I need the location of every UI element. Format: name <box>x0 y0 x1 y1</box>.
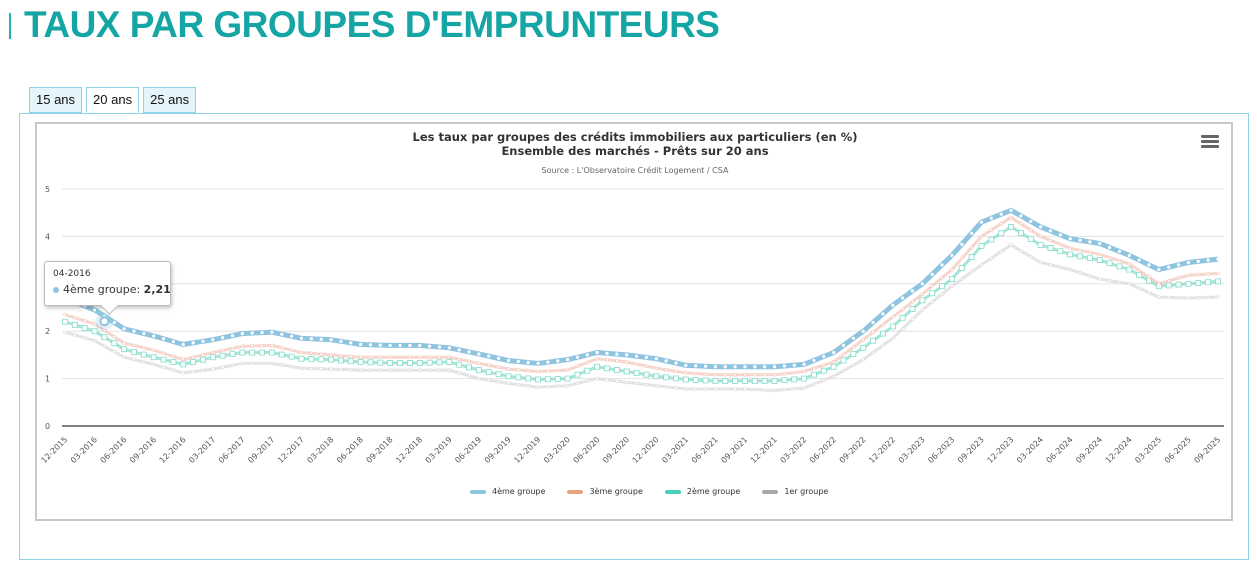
svg-text:5: 5 <box>45 185 50 194</box>
tooltip-series: 4ème groupe <box>63 283 137 296</box>
svg-text:03-2016: 03-2016 <box>69 435 99 465</box>
svg-text:09-2023: 09-2023 <box>956 435 986 465</box>
tab-20-ans[interactable]: 20 ans <box>86 87 140 113</box>
chart-subtitle: Ensemble des marchés - Prêts sur 20 ans <box>501 144 769 158</box>
series-dot-icon <box>53 287 59 293</box>
svg-text:03-2024: 03-2024 <box>1015 435 1045 465</box>
svg-text:09-2019: 09-2019 <box>483 435 513 465</box>
duration-tabs: 15 ans 20 ans 25 ans <box>29 87 197 113</box>
svg-text:03-2023: 03-2023 <box>897 435 927 465</box>
svg-text:4: 4 <box>45 232 50 241</box>
legend-swatch-icon <box>762 489 779 494</box>
chart-title: Les taux par groupes des crédits immobil… <box>0 130 1257 158</box>
svg-text:06-2021: 06-2021 <box>690 435 720 465</box>
svg-text:12-2020: 12-2020 <box>631 435 661 465</box>
svg-text:12-2021: 12-2021 <box>749 435 779 465</box>
legend-swatch-icon <box>567 489 584 494</box>
svg-text:03-2018: 03-2018 <box>305 435 335 465</box>
svg-text:12-2022: 12-2022 <box>867 435 897 465</box>
svg-text:09-2020: 09-2020 <box>601 435 631 465</box>
hamburger-menu-icon <box>1201 135 1219 138</box>
tooltip-value: 2,21 <box>143 283 171 296</box>
svg-text:09-2017: 09-2017 <box>246 435 276 465</box>
chart-title-line1: Les taux par groupes des crédits immobil… <box>412 130 858 144</box>
svg-text:12-2017: 12-2017 <box>276 435 306 465</box>
chart-legend: 4ème groupe 3ème groupe 2ème groupe 1er … <box>470 487 828 496</box>
svg-text:12-2023: 12-2023 <box>985 435 1015 465</box>
svg-text:06-2020: 06-2020 <box>572 435 602 465</box>
svg-text:09-2021: 09-2021 <box>719 435 749 465</box>
svg-text:03-2021: 03-2021 <box>660 435 690 465</box>
chart-tooltip: 04-2016 4ème groupe: 2,21 <box>44 261 171 306</box>
svg-text:03-2019: 03-2019 <box>424 435 454 465</box>
legend-item-2eme[interactable]: 2ème groupe <box>664 487 740 496</box>
tooltip-date: 04-2016 <box>53 269 91 279</box>
svg-text:09-2018: 09-2018 <box>365 435 395 465</box>
svg-text:03-2022: 03-2022 <box>779 435 809 465</box>
svg-text:2: 2 <box>45 327 50 336</box>
legend-swatch-icon <box>664 489 681 494</box>
svg-text:06-2016: 06-2016 <box>99 435 129 465</box>
title-accent-bar <box>9 13 11 39</box>
svg-text:0: 0 <box>45 422 50 431</box>
svg-text:03-2025: 03-2025 <box>1133 435 1163 465</box>
svg-text:06-2022: 06-2022 <box>808 435 838 465</box>
svg-text:06-2017: 06-2017 <box>217 435 247 465</box>
svg-text:03-2017: 03-2017 <box>187 435 217 465</box>
svg-text:12-2016: 12-2016 <box>158 435 188 465</box>
svg-text:09-2025: 09-2025 <box>1192 435 1222 465</box>
svg-text:09-2016: 09-2016 <box>128 435 158 465</box>
chart-source: Source : L'Observatoire Crédit Logement … <box>541 166 729 175</box>
legend-item-4eme[interactable]: 4ème groupe <box>470 487 545 496</box>
svg-text:06-2019: 06-2019 <box>453 435 483 465</box>
svg-text:12-2019: 12-2019 <box>512 435 542 465</box>
svg-text:09-2024: 09-2024 <box>1074 435 1104 465</box>
svg-text:12-2018: 12-2018 <box>394 435 424 465</box>
chart-menu-button[interactable] <box>1199 133 1221 153</box>
svg-text:1: 1 <box>45 375 50 384</box>
svg-text:06-2025: 06-2025 <box>1163 435 1193 465</box>
tab-15-ans[interactable]: 15 ans <box>29 87 83 113</box>
svg-text:06-2018: 06-2018 <box>335 435 365 465</box>
tab-panel <box>19 113 1249 560</box>
legend-item-1er[interactable]: 1er groupe <box>762 487 828 496</box>
svg-text:03-2020: 03-2020 <box>542 435 572 465</box>
svg-text:12-2015: 12-2015 <box>39 435 69 465</box>
tab-25-ans[interactable]: 25 ans <box>143 87 197 113</box>
page-title: TAUX PAR GROUPES D'EMPRUNTEURS <box>24 4 720 45</box>
svg-text:09-2022: 09-2022 <box>838 435 868 465</box>
legend-item-3eme[interactable]: 3ème groupe <box>567 487 643 496</box>
svg-text:12-2024: 12-2024 <box>1104 435 1134 465</box>
svg-text:06-2023: 06-2023 <box>926 435 956 465</box>
svg-text:06-2024: 06-2024 <box>1045 435 1075 465</box>
legend-swatch-icon <box>470 489 486 494</box>
